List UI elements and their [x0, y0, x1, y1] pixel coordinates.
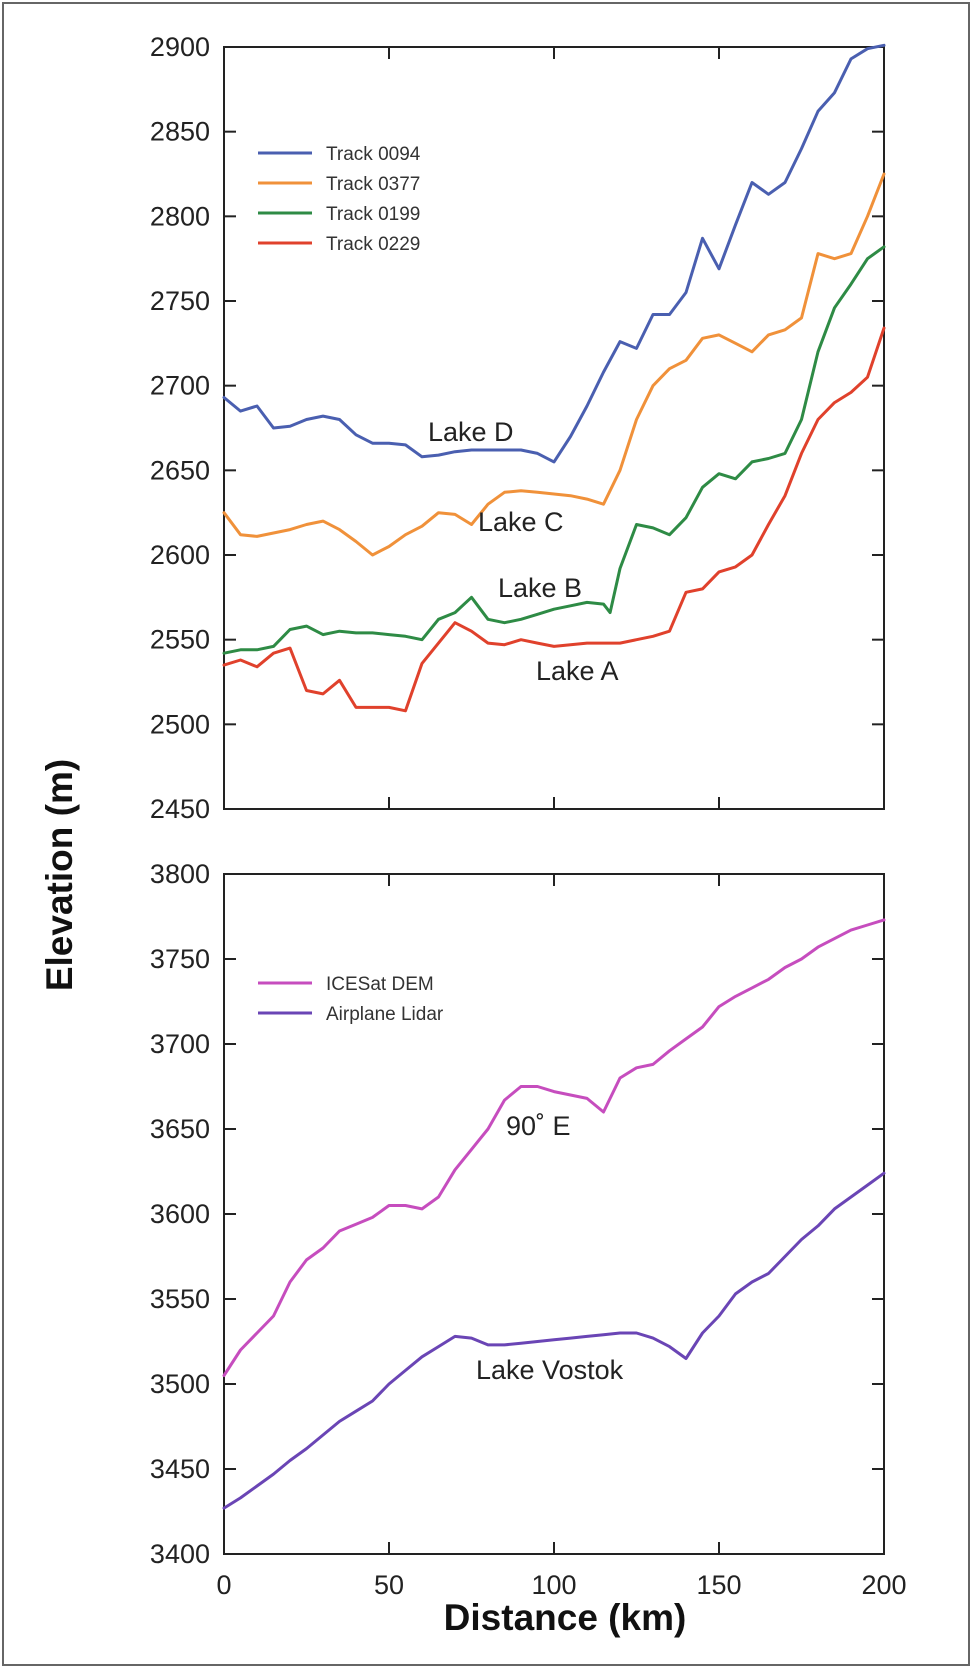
xtick-label: 200	[861, 1570, 906, 1600]
bottom-ytick-label: 3600	[150, 1199, 210, 1229]
top-tick-marks	[223, 46, 885, 810]
bottom-y-tick-labels: 3400 3450 3500 3550 3600 3650 3700 3750 3800	[150, 859, 210, 1569]
top-ytick-label: 2450	[150, 794, 210, 824]
bottom-ytick-label: 3550	[150, 1284, 210, 1314]
bottom-ytick-label: 3650	[150, 1114, 210, 1144]
annotation-90e: 90˚ E	[506, 1111, 571, 1141]
legend-label: Track 0094	[326, 144, 421, 165]
legend-label: Track 0377	[326, 174, 420, 195]
xtick-label: 0	[216, 1570, 231, 1600]
top-ytick-label: 2500	[150, 709, 210, 739]
top-y-tick-labels: 2450 2500 2550 2600 2650 2700 2750 2800 2850 2900	[150, 32, 210, 824]
top-panel: 2450 2500 2550 2600 2650 2700 2750 2800 2850 2900…	[150, 32, 886, 824]
xtick-label: 50	[374, 1570, 404, 1600]
bottom-ytick-label: 3400	[150, 1539, 210, 1569]
top-ytick-label: 2900	[150, 32, 210, 62]
y-axis-title: Elevation (m)	[39, 759, 80, 991]
annotation-lake-vostok: Lake Vostok	[476, 1355, 624, 1385]
top-ytick-label: 2550	[150, 625, 210, 655]
series-line-track-0229	[222, 326, 886, 713]
bottom-legend: ICESat DEM Airplane Lidar	[258, 974, 444, 1025]
bottom-ytick-label: 3700	[150, 1029, 210, 1059]
legend-label: Track 0199	[326, 204, 420, 225]
series-line-track-0199	[222, 245, 886, 655]
top-legend: Track 0094 Track 0377 Track 0199 Track 0229	[258, 144, 421, 255]
legend-label: ICESat DEM	[326, 974, 434, 995]
xtick-label: 150	[696, 1570, 741, 1600]
bottom-tick-marks	[223, 873, 885, 1555]
legend-label: Airplane Lidar	[326, 1004, 444, 1025]
bottom-ytick-label: 3750	[150, 944, 210, 974]
bottom-panel: 3400 3450 3500 3550 3600 3650 3700 3750 3800 0 50…	[150, 859, 907, 1600]
series-line-track-0094	[222, 43, 886, 464]
top-ytick-label: 2700	[150, 371, 210, 401]
top-ytick-label: 2650	[150, 455, 210, 485]
x-tick-labels: 0 50 100 150 200	[216, 1570, 906, 1600]
top-ytick-label: 2850	[150, 117, 210, 147]
x-axis-title: Distance (km)	[444, 1597, 687, 1638]
bottom-ytick-label: 3450	[150, 1454, 210, 1484]
annotation-lake-b: Lake B	[498, 573, 582, 603]
series-line-airplane-lidar	[222, 1171, 886, 1510]
top-series-lines	[222, 43, 886, 713]
annotation-lake-d: Lake D	[428, 417, 514, 447]
annotation-lake-c: Lake C	[478, 507, 564, 537]
series-line-icesat-dem	[222, 918, 886, 1377]
top-ytick-label: 2800	[150, 201, 210, 231]
top-ytick-label: 2600	[150, 540, 210, 570]
bottom-ytick-label: 3800	[150, 859, 210, 889]
legend-label: Track 0229	[326, 234, 420, 255]
xtick-label: 100	[531, 1570, 576, 1600]
bottom-ytick-label: 3500	[150, 1369, 210, 1399]
bottom-series-lines	[222, 918, 886, 1510]
annotation-lake-a: Lake A	[536, 656, 619, 686]
top-ytick-label: 2750	[150, 286, 210, 316]
series-line-track-0377	[222, 172, 886, 557]
